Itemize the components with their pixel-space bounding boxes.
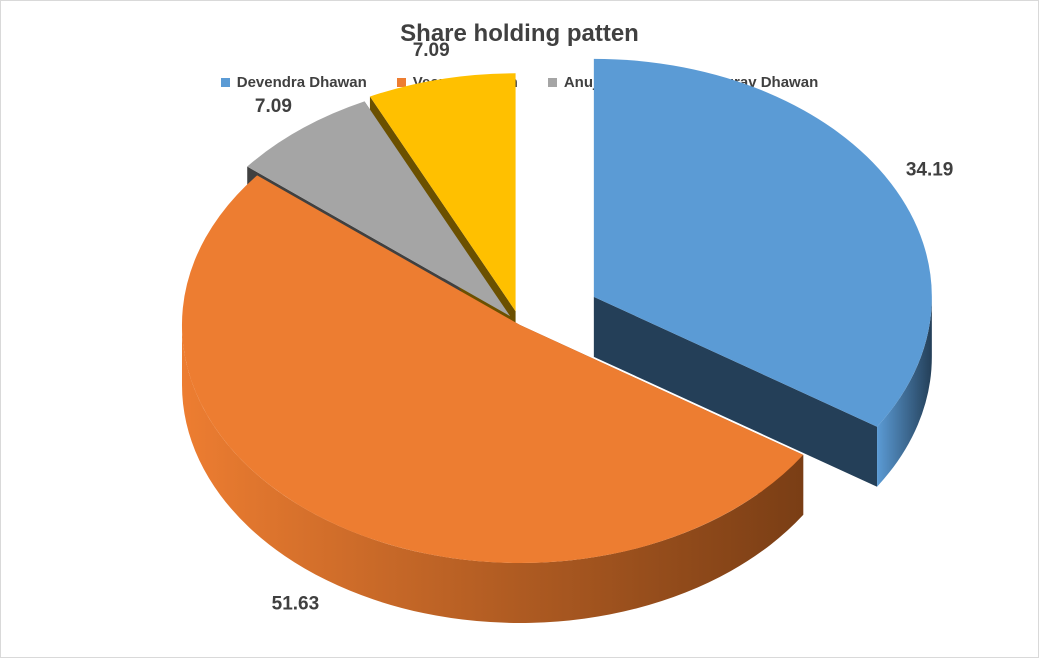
pie-slice-tops — [181, 58, 932, 564]
data-label-anuj-dhawan: 7.09 — [255, 96, 292, 117]
data-label-devendra-dhawan: 34.19 — [906, 160, 954, 181]
legend-swatch-anuj-dhawan — [547, 78, 557, 87]
data-label-veena-dhawan: 51.63 — [272, 594, 320, 615]
legend-item-devendra-dhawan: Devendra Dhawan — [220, 74, 367, 91]
data-label-gaurav-dhawan: 7.09 — [413, 40, 450, 61]
pie-data-labels: 34.19 51.63 7.09 7.09 — [255, 40, 953, 615]
pie-slice-wall-devendra-dhawan-1 — [593, 296, 878, 487]
chart-title: Share holding patten — [400, 20, 639, 47]
legend-label-devendra-dhawan: Devendra Dhawan — [236, 74, 367, 91]
pie-slice-rim-devendra-dhawan-0 — [877, 296, 932, 487]
pie-slice-side-devendra-dhawan — [593, 296, 932, 487]
pie-slice-rim-veena-dhawan-0 — [182, 325, 804, 623]
pie-slice-anuj-dhawan — [247, 101, 511, 317]
pie-slice-devendra-dhawan — [593, 58, 932, 427]
legend-swatch-veena-dhawan — [396, 78, 406, 87]
pie-slice-gaurav-dhawan — [369, 73, 516, 312]
pie-slice-veena-dhawan — [181, 175, 804, 564]
legend-swatch-devendra-dhawan — [220, 78, 230, 87]
